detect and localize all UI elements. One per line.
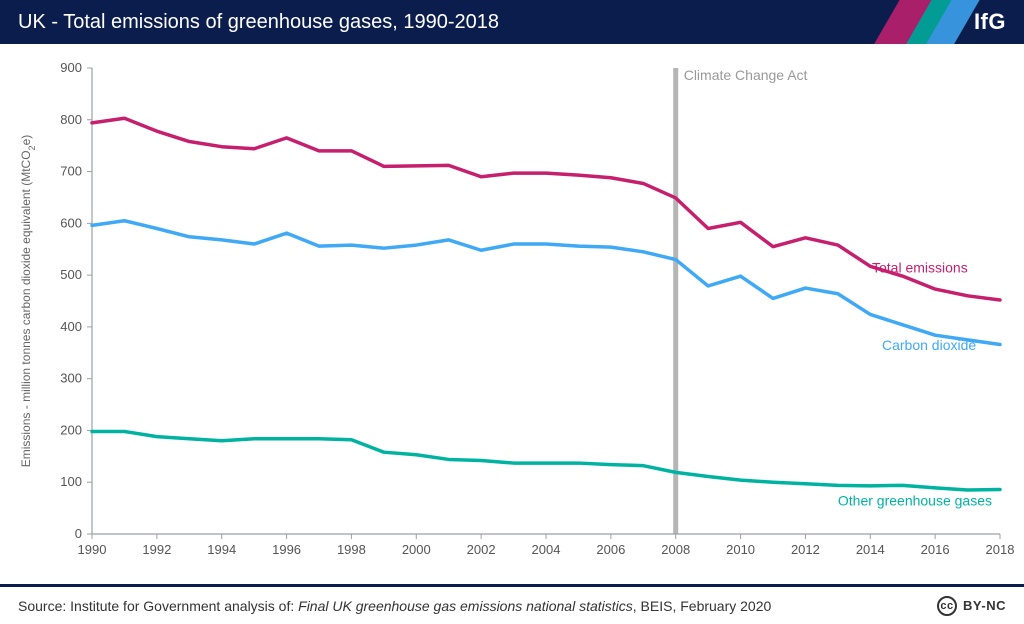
- x-tick-label: 2010: [726, 542, 755, 557]
- x-tick-label: 2008: [661, 542, 690, 557]
- source-italic: Final UK greenhouse gas emissions nation…: [298, 598, 633, 614]
- y-tick-label: 800: [60, 112, 82, 127]
- series-label: Total emissions: [872, 260, 968, 276]
- y-tick-label: 600: [60, 215, 82, 230]
- y-tick-label: 200: [60, 422, 82, 437]
- x-tick-label: 2016: [921, 542, 950, 557]
- x-tick-label: 1996: [272, 542, 301, 557]
- y-tick-label: 100: [60, 474, 82, 489]
- header-bar: UK - Total emissions of greenhouse gases…: [0, 0, 1024, 44]
- series-line: [92, 431, 1000, 490]
- x-tick-label: 1998: [337, 542, 366, 557]
- y-tick-label: 700: [60, 164, 82, 179]
- x-tick-label: 1990: [78, 542, 107, 557]
- annotation-label: Climate Change Act: [684, 67, 808, 83]
- y-tick-label: 0: [75, 526, 82, 541]
- x-tick-label: 2006: [596, 542, 625, 557]
- x-tick-label: 2002: [467, 542, 496, 557]
- source-suffix: , BEIS, February 2020: [633, 598, 772, 614]
- series-label: Carbon dioxide: [882, 337, 976, 353]
- series-line: [92, 221, 1000, 345]
- footer-bar: Source: Institute for Government analysi…: [0, 584, 1024, 624]
- line-chart-svg: Climate Change Act 0 100 200 300 400 500 600 700…: [0, 44, 1024, 584]
- source-prefix: Source: Institute for Government analysi…: [18, 598, 298, 614]
- license-text: BY-NC: [963, 598, 1006, 613]
- source-text: Source: Institute for Government analysi…: [18, 598, 771, 614]
- brand-accent: [865, 0, 991, 44]
- y-tick-label: 300: [60, 371, 82, 386]
- x-tick-label: 1994: [207, 542, 236, 557]
- series-line: [92, 118, 1000, 300]
- x-tick-label: 2012: [791, 542, 820, 557]
- chart-canvas: Climate Change Act 0 100 200 300 400 500 600 700…: [0, 44, 1024, 584]
- license-badge: cc BY-NC: [937, 596, 1006, 616]
- chart-title: UK - Total emissions of greenhouse gases…: [18, 11, 499, 34]
- cc-icon: cc: [937, 596, 957, 616]
- x-tick-label: 2004: [532, 542, 561, 557]
- series-label: Other greenhouse gases: [838, 493, 992, 509]
- x-tick-label: 2018: [986, 542, 1015, 557]
- x-tick-label: 2000: [402, 542, 431, 557]
- y-tick-label: 500: [60, 267, 82, 282]
- y-axis-label: Emissions - million tonnes carbon dioxid…: [19, 135, 37, 468]
- x-tick-label: 1992: [142, 542, 171, 557]
- y-tick-label: 400: [60, 319, 82, 334]
- y-tick-label: 900: [60, 60, 82, 75]
- x-tick-label: 2014: [856, 542, 885, 557]
- brand-logo-text: IfG: [974, 9, 1006, 35]
